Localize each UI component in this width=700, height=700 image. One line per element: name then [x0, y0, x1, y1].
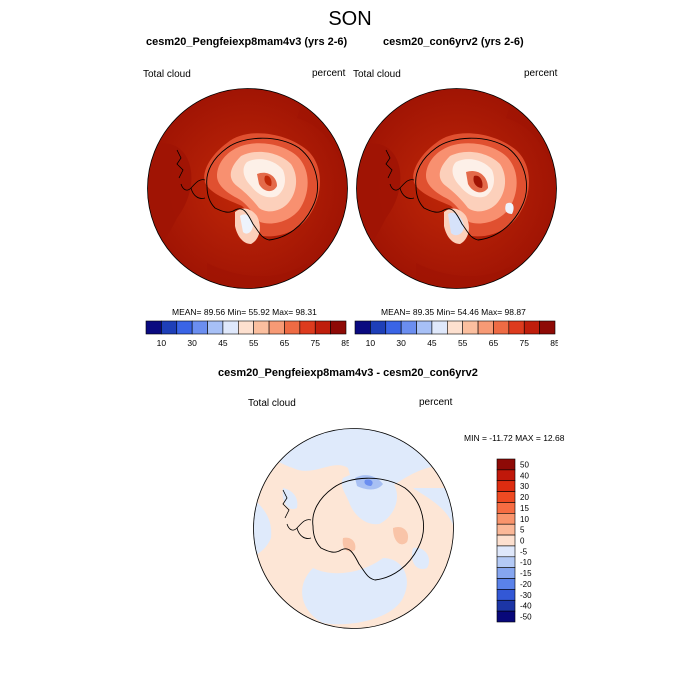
diff-panel-units-label: percent [419, 397, 453, 408]
colorbar-tick-label: 65 [489, 338, 499, 348]
colorbar-swatch [370, 320, 387, 335]
colorbar-swatch [354, 320, 371, 335]
colorbar-swatch [496, 502, 516, 514]
colorbar-tick-label: 85 [341, 338, 349, 348]
colorbar-tick-label: 40 [520, 471, 529, 480]
colorbar-swatch [462, 320, 479, 335]
colorbar-tick-label: 20 [520, 493, 529, 502]
colorbar-tick-label: 55 [458, 338, 468, 348]
colorbar-swatch [496, 556, 516, 568]
colorbar-tick-label: 10 [157, 338, 167, 348]
colorbar-swatch [145, 320, 162, 335]
colorbar-swatch [431, 320, 448, 335]
colorbar-swatch [496, 480, 516, 492]
right-panel-variable-label: Total cloud [353, 69, 401, 80]
colorbar-swatch [539, 320, 556, 335]
left-panel-units-label: percent [312, 68, 346, 79]
colorbar-tick-label: 65 [280, 338, 290, 348]
left-colorbar: 1030455565758595 [145, 320, 349, 348]
right-colorbar: 1030455565758595 [354, 320, 558, 348]
colorbar-swatch [222, 320, 239, 335]
colorbar-swatch [523, 320, 540, 335]
colorbar-swatch [493, 320, 510, 335]
colorbar-swatch [238, 320, 254, 335]
colorbar-tick-label: -10 [520, 558, 532, 567]
colorbar-tick-label: 50 [520, 460, 529, 469]
colorbar-swatch [314, 320, 331, 335]
colorbar-tick-label: -15 [520, 569, 532, 578]
colorbar-swatch [496, 469, 516, 482]
colorbar-swatch [496, 578, 516, 590]
difference-polar-map [253, 428, 454, 629]
main-title: SON [328, 8, 372, 30]
right-panel-units-label: percent [524, 68, 558, 79]
colorbar-swatch [496, 599, 516, 612]
colorbar-tick-label: 30 [187, 338, 197, 348]
colorbar-tick-label: 10 [520, 515, 529, 524]
colorbar-swatch [191, 320, 208, 335]
colorbar-swatch [496, 513, 516, 525]
colorbar-tick-label: 5 [520, 526, 525, 535]
right-panel-title: cesm20_con6yrv2 (yrs 2-6) [383, 36, 524, 48]
left-panel-variable-label: Total cloud [143, 69, 191, 80]
colorbar-swatch [416, 320, 433, 335]
colorbar-swatch [207, 320, 224, 335]
coastline [415, 137, 527, 241]
colorbar-tick-label: 10 [366, 338, 376, 348]
colorbar-swatch [268, 320, 285, 335]
coastline [206, 137, 318, 241]
colorbar-tick-label: 75 [310, 338, 320, 348]
left-polar-map [147, 88, 348, 289]
colorbar-swatch [477, 320, 494, 335]
right-polar-map [356, 88, 557, 289]
colorbar-tick-label: 45 [427, 338, 437, 348]
colorbar-tick-label: 30 [396, 338, 406, 348]
colorbar-swatch [176, 320, 193, 335]
coastline [312, 477, 424, 581]
colorbar-swatch [496, 491, 516, 503]
colorbar-tick-label: -40 [520, 602, 532, 611]
left-panel-stats: MEAN= 89.56 Min= 55.92 Max= 98.31 [172, 307, 317, 317]
colorbar-tick-label: 75 [519, 338, 529, 348]
colorbar-swatch [284, 320, 301, 335]
colorbar-swatch [496, 534, 516, 547]
diff-panel-title: cesm20_Pengfeiexp8mam4v3 - cesm20_con6yr… [218, 367, 478, 379]
colorbar-tick-label: 15 [520, 504, 529, 513]
colorbar-swatch [400, 320, 417, 335]
colorbar-tick-label: 85 [550, 338, 558, 348]
colorbar-tick-label: 55 [249, 338, 259, 348]
left-panel-title: cesm20_Pengfeiexp8mam4v3 (yrs 2-6) [146, 36, 348, 48]
colorbar-tick-label: 45 [218, 338, 228, 348]
diff-panel-variable-label: Total cloud [248, 398, 296, 409]
colorbar-tick-label: 0 [520, 537, 525, 546]
colorbar-swatch [299, 320, 316, 335]
right-panel-stats: MEAN= 89.35 Min= 54.46 Max= 98.87 [381, 307, 526, 317]
colorbar-swatch [496, 589, 516, 601]
colorbar-swatch [330, 320, 347, 335]
diff-minmax: MIN = -11.72 MAX = 12.68 [464, 433, 565, 443]
colorbar-swatch [496, 545, 516, 558]
colorbar-swatch [496, 523, 516, 536]
colorbar-tick-label: -50 [520, 613, 532, 622]
colorbar-swatch [253, 320, 270, 335]
negative-diff-field [253, 428, 454, 499]
colorbar-swatch [496, 610, 516, 623]
colorbar-swatch [161, 320, 178, 335]
colorbar-swatch [508, 320, 525, 335]
colorbar-tick-label: -30 [520, 591, 532, 600]
colorbar-tick-label: -5 [520, 547, 528, 556]
colorbar-swatch [447, 320, 463, 335]
colorbar-swatch [496, 567, 516, 579]
colorbar-tick-label: 30 [520, 482, 529, 491]
colorbar-tick-label: -20 [520, 580, 532, 589]
colorbar-swatch [496, 458, 516, 471]
colorbar-swatch [385, 320, 402, 335]
